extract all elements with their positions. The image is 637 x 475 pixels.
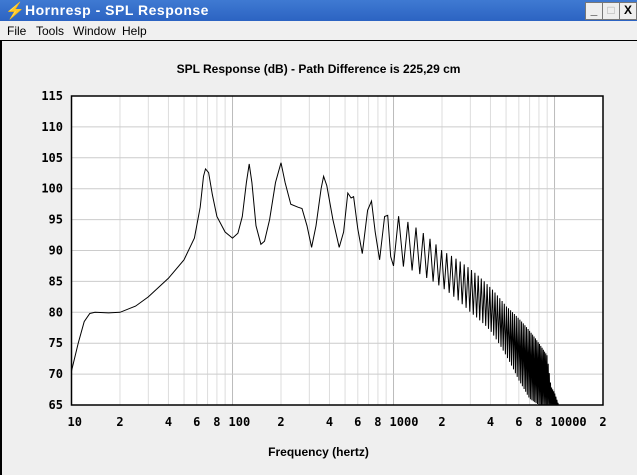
x-tick-label: 4 <box>326 415 333 429</box>
x-tick-label: 2 <box>438 415 445 429</box>
y-tick-label: 115 <box>41 89 63 103</box>
x-tick-label: 6 <box>354 415 361 429</box>
y-tick-label: 85 <box>49 274 63 288</box>
x-axis-label: Frequency (hertz) <box>268 445 369 459</box>
menu-help[interactable]: Help <box>122 24 147 38</box>
x-tick-label: 4 <box>487 415 494 429</box>
spl-curve <box>71 162 559 406</box>
x-tick-label: 6 <box>193 415 200 429</box>
maximize-button[interactable]: □ <box>602 2 620 20</box>
lightning-icon: ⚡ <box>5 3 25 20</box>
y-tick-label: 65 <box>49 398 63 412</box>
y-tick-label: 110 <box>41 120 63 134</box>
y-tick-label: 95 <box>49 213 63 227</box>
x-tick-label: 2 <box>116 415 123 429</box>
x-tick-label: 4 <box>165 415 172 429</box>
y-tick-label: 100 <box>41 182 63 196</box>
x-tick-label: 2 <box>599 415 606 429</box>
menu-bar: File Tools Window Help <box>0 21 637 41</box>
title-bar: ⚡ Hornresp - SPL Response _ □ X <box>0 0 637 21</box>
y-tick-label: 80 <box>49 305 63 319</box>
x-tick-label: 8 <box>535 415 542 429</box>
x-tick-label: 8 <box>374 415 381 429</box>
x-tick-label: 8 <box>213 415 220 429</box>
y-tick-label: 75 <box>49 336 63 350</box>
menu-file[interactable]: File <box>7 24 27 38</box>
y-tick-label: 90 <box>49 244 63 258</box>
y-tick-label: 105 <box>41 151 63 165</box>
menu-window[interactable]: Window <box>73 24 116 38</box>
x-tick-label: 10 <box>68 415 82 429</box>
window-title: Hornresp - SPL Response <box>25 2 209 18</box>
y-tick-label: 70 <box>49 367 63 381</box>
x-tick-label: 2 <box>277 415 284 429</box>
x-tick-label: 1000 <box>390 415 419 429</box>
plot-frame <box>70 95 604 406</box>
x-tick-label: 6 <box>515 415 522 429</box>
x-tick-label: 100 <box>229 415 251 429</box>
chart-title: SPL Response (dB) - Path Difference is 2… <box>176 62 461 76</box>
x-tick-label: 10000 <box>551 415 587 429</box>
window-left-border <box>0 41 2 475</box>
menu-tools[interactable]: Tools <box>36 24 65 38</box>
